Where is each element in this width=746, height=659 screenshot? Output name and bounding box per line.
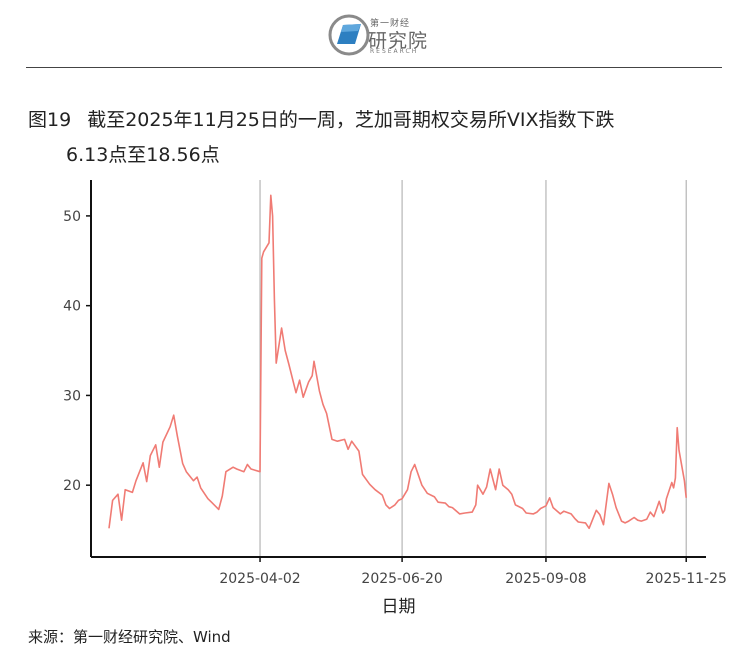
figure-title: 图19 截至2025年11月25日的一周，芝加哥期权交易所VIX指数下跌 6.13… — [28, 103, 728, 173]
y-tick-label-3: 50 — [63, 209, 81, 225]
figure-number: 图19 — [28, 109, 72, 131]
vix-series-line-0 — [108, 194, 687, 530]
figure-title-line2: 6.13点至18.56点 — [66, 144, 220, 166]
y-tick-label-2: 40 — [63, 299, 81, 315]
tick-labels: 20 30 40 50 2025-04-02 2025-06-20 2025-09-08 20… — [63, 209, 727, 587]
logo-title: 研究院 — [368, 30, 429, 52]
figure-title-line1: 截至2025年11月25日的一周，芝加哥期权交易所VIX指数下跌 — [87, 109, 615, 131]
x-tick-label-3: 2025-11-25 — [646, 571, 727, 587]
series-layer — [108, 194, 687, 530]
source-note: 来源：第一财经研究院、Wind — [28, 628, 231, 646]
logo-mark-icon — [328, 14, 370, 56]
grid-lines — [259, 180, 687, 557]
axes — [86, 180, 706, 562]
x-axis-title: 日期 — [382, 597, 416, 617]
x-tick-label-0: 2025-04-02 — [219, 571, 300, 587]
x-tick-label-1: 2025-06-20 — [361, 571, 442, 587]
brand-logo: 第一财经 研究院 RESEARCH — [328, 14, 428, 58]
header-divider — [26, 67, 722, 68]
logo-brand-name: 第一财经 — [370, 19, 411, 29]
y-tick-label-1: 30 — [63, 388, 81, 404]
y-tick-label-0: 20 — [63, 478, 81, 494]
x-tick-label-2: 2025-09-08 — [505, 571, 586, 587]
logo-subtitle: RESEARCH — [370, 48, 419, 55]
